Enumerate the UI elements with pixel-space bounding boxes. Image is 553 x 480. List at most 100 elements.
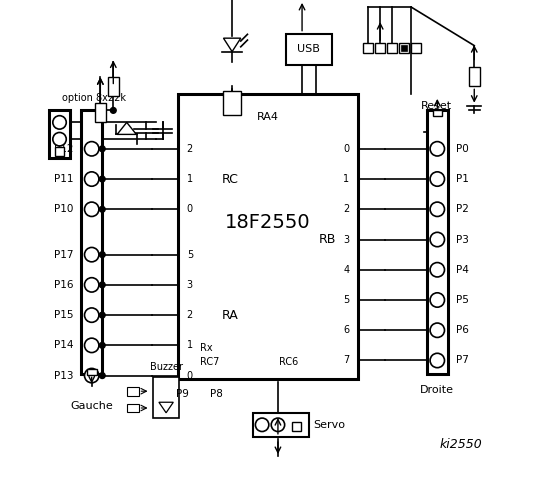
Text: USB: USB [298,44,320,54]
Circle shape [430,142,445,156]
Bar [49,110,70,158]
Text: P12: P12 [54,144,74,154]
Text: P2: P2 [456,204,468,214]
Text: RA: RA [221,309,238,322]
Text: 3: 3 [187,280,193,290]
Text: Servo: Servo [314,420,346,430]
Bar [432,110,442,116]
Bar [387,43,398,53]
Text: ki2550: ki2550 [440,437,483,451]
Bar [468,67,480,86]
Circle shape [53,132,66,146]
Text: P1: P1 [456,174,468,184]
Text: Droite: Droite [420,385,455,395]
Bar [401,45,407,51]
Bar [107,77,119,96]
Text: RC7: RC7 [200,358,219,367]
Text: 18F2550: 18F2550 [225,213,311,232]
Polygon shape [117,122,137,134]
Text: 0: 0 [187,371,193,381]
Text: Buzzer: Buzzer [150,362,182,372]
Circle shape [100,343,105,348]
Bar [87,369,97,375]
Text: Reset: Reset [421,101,452,110]
Text: 1: 1 [187,340,193,350]
Circle shape [100,146,105,152]
Text: P15: P15 [54,310,74,320]
Bar [375,43,385,53]
Circle shape [111,108,116,113]
Bar [427,110,448,374]
Text: P7: P7 [456,356,468,365]
Circle shape [53,116,66,129]
Text: 7: 7 [343,356,349,365]
Text: P16: P16 [54,280,74,290]
Bar [153,377,179,418]
Circle shape [430,323,445,337]
Bar [223,91,241,115]
Text: RC6: RC6 [279,358,298,367]
Circle shape [100,176,105,182]
Text: 6: 6 [343,325,349,335]
Bar [253,413,309,437]
Circle shape [100,282,105,288]
Text: 5: 5 [343,295,349,305]
Bar [55,147,64,156]
Bar [286,34,332,65]
Circle shape [430,202,445,216]
Circle shape [85,338,99,353]
Text: P8: P8 [210,389,223,398]
Text: 2: 2 [187,310,193,320]
Text: P5: P5 [456,295,468,305]
Text: P17: P17 [54,250,74,260]
Text: 5: 5 [187,250,193,260]
Text: P11: P11 [54,174,74,184]
Circle shape [271,418,285,432]
Bar [127,387,138,396]
Polygon shape [159,402,173,413]
Text: option 8x22k: option 8x22k [62,93,126,103]
Text: 3: 3 [343,235,349,244]
Circle shape [100,373,105,379]
Text: RA4: RA4 [257,112,279,121]
Text: P9: P9 [176,389,189,398]
Bar [399,43,409,53]
Circle shape [100,206,105,212]
Text: 2: 2 [343,204,349,214]
Text: P0: P0 [456,144,468,154]
Text: Gauche: Gauche [70,401,113,411]
Text: P13: P13 [54,371,74,381]
Text: 1: 1 [187,174,193,184]
Text: 1: 1 [343,174,349,184]
Bar [127,404,138,412]
Text: RB: RB [319,233,336,246]
Bar [293,422,301,431]
Text: P4: P4 [456,265,468,275]
Circle shape [100,252,105,258]
Circle shape [85,142,99,156]
Text: 4: 4 [343,265,349,275]
Circle shape [85,172,99,186]
Bar [95,103,106,122]
Circle shape [85,369,99,383]
Circle shape [85,248,99,262]
Circle shape [85,202,99,216]
Text: Rx: Rx [200,343,212,353]
Text: 0: 0 [187,204,193,214]
Circle shape [255,418,269,432]
Circle shape [430,293,445,307]
Circle shape [430,263,445,277]
Bar [411,43,421,53]
Circle shape [85,308,99,323]
Circle shape [100,312,105,318]
Circle shape [85,278,99,292]
Bar [81,110,102,374]
Text: RC: RC [221,172,238,186]
Text: P3: P3 [456,235,468,244]
Text: 0: 0 [343,144,349,154]
Text: P10: P10 [54,204,74,214]
Circle shape [430,353,445,368]
Bar [178,94,358,379]
Text: P14: P14 [54,340,74,350]
Polygon shape [223,38,241,52]
